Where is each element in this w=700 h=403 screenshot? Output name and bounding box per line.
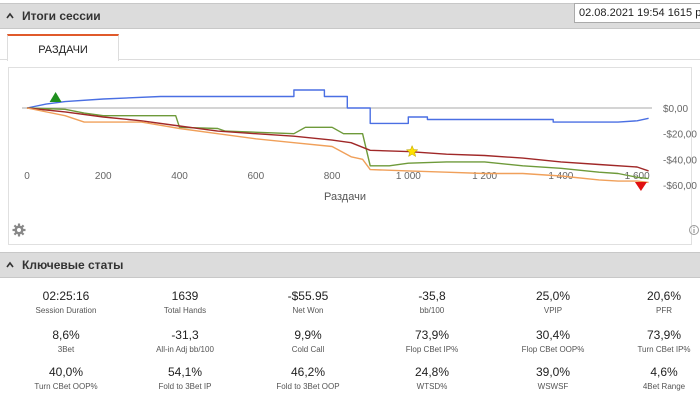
end-marker (634, 182, 647, 191)
stat-value: -31,3 (171, 328, 199, 342)
stat-value: 20,6% (646, 289, 682, 303)
stat-cell: 24,8% WTSD% (374, 365, 490, 391)
star-marker (405, 144, 419, 158)
stat-value: 46,2% (290, 365, 326, 379)
stat-value: 4,6% (650, 365, 678, 379)
chevron-up-icon[interactable] (5, 260, 15, 270)
stat-label: All-in Adj bb/100 (156, 345, 214, 354)
series-line (26, 107, 649, 184)
stat-value: 73,9% (646, 328, 682, 342)
stat-cell: 1639 Total Hands (127, 289, 243, 315)
x-axis-label: Раздачи (324, 191, 366, 203)
stat-cell: 39,0% WSWSF (495, 365, 611, 391)
stat-label: WTSD% (416, 382, 448, 391)
stat-label: Session Duration (35, 306, 97, 315)
gear-icon[interactable] (12, 223, 26, 237)
stat-cell: 73,9% Flop CBet IP% (374, 328, 490, 354)
y-tick-label: -$40,00 (663, 155, 697, 166)
stat-cell: 8,6% 3Bet (8, 328, 124, 354)
x-tick-label: 1 600 (625, 171, 650, 182)
stat-value: 02:25:16 (42, 289, 90, 303)
stat-cell: 02:25:16 Session Duration (8, 289, 124, 315)
x-tick-label: 600 (247, 171, 264, 182)
stat-value: 39,0% (535, 365, 571, 379)
stat-label: Turn CBet OOP% (34, 382, 98, 391)
x-tick-label: 800 (324, 171, 341, 182)
stat-value: 30,4% (535, 328, 571, 342)
stat-label: Cold Call (291, 345, 325, 354)
stat-cell: 25,0% VPIP (495, 289, 611, 315)
stat-cell: 20,6% PFR (606, 289, 700, 315)
stat-value: 73,9% (414, 328, 450, 342)
tab-hands[interactable]: РАЗДАЧИ (7, 34, 119, 61)
stat-cell: 73,9% Turn CBet IP% (606, 328, 700, 354)
help-icon[interactable] (689, 224, 699, 236)
start-marker (49, 92, 62, 103)
stat-value: 25,0% (535, 289, 571, 303)
x-tick-label: 1 000 (396, 171, 421, 182)
stat-cell: -35,8 bb/100 (374, 289, 490, 315)
x-tick-label: 200 (95, 171, 112, 182)
stat-value: 54,1% (167, 365, 203, 379)
stat-label: Flop CBet OOP% (521, 345, 585, 354)
key-stats-header[interactable]: Ключевые статы (0, 252, 700, 278)
stat-label: bb/100 (419, 306, 445, 315)
session-chart: 0 200 400 600 800 1 000 1 200 1 400 1 600$0,00-$… (22, 89, 697, 203)
stat-label: 4Bet Range (642, 382, 686, 391)
chart-frame (8, 67, 692, 245)
stat-label: Total Hands (163, 306, 207, 315)
stat-value: 1639 (171, 289, 199, 303)
x-tick-label: 0 (24, 171, 30, 182)
x-tick-label: 400 (171, 171, 188, 182)
stat-label: WSWSF (537, 382, 569, 391)
session-datetime: 02.08.2021 19:54 1615 разда (574, 3, 700, 23)
key-stats-title: Ключевые статы (22, 258, 124, 272)
series-line (26, 107, 649, 180)
stat-value: 24,8% (414, 365, 450, 379)
x-tick-label: 1 200 (472, 171, 497, 182)
stat-label: Fold to 3Bet IP (158, 382, 212, 391)
stat-value: 40,0% (48, 365, 84, 379)
chevron-up-icon[interactable] (5, 11, 15, 21)
y-tick-label: -$60,00 (663, 181, 697, 192)
stat-cell: -31,3 All-in Adj bb/100 (127, 328, 243, 354)
stat-label: VPIP (543, 306, 563, 315)
stat-cell: 54,1% Fold to 3Bet IP (127, 365, 243, 391)
stat-cell: 30,4% Flop CBet OOP% (495, 328, 611, 354)
stat-value: -35,8 (418, 289, 446, 303)
stat-label: Turn CBet IP% (637, 345, 691, 354)
y-tick-label: $0,00 (663, 104, 688, 115)
stat-label: Net Won (292, 306, 324, 315)
stat-label: PFR (656, 306, 672, 315)
stat-label: Fold to 3Bet OOP (276, 382, 340, 391)
series-line (26, 89, 649, 125)
stat-value: 9,9% (294, 328, 322, 342)
tab-bar: РАЗДАЧИ (0, 30, 700, 61)
stat-cell: -$55.95 Net Won (250, 289, 366, 315)
stat-cell: 40,0% Turn CBet OOP% (8, 365, 124, 391)
stat-value: 8,6% (52, 328, 80, 342)
stat-cell: 46,2% Fold to 3Bet OOP (250, 365, 366, 391)
stat-value: -$55.95 (287, 289, 329, 303)
stat-cell: 9,9% Cold Call (250, 328, 366, 354)
stat-cell: 4,6% 4Bet Range (606, 365, 700, 391)
stat-label: Flop CBet IP% (405, 345, 459, 354)
session-summary-title: Итоги сессии (22, 9, 101, 23)
series-line (26, 107, 649, 172)
y-tick-label: -$20,00 (663, 130, 697, 141)
stat-label: 3Bet (57, 345, 75, 354)
